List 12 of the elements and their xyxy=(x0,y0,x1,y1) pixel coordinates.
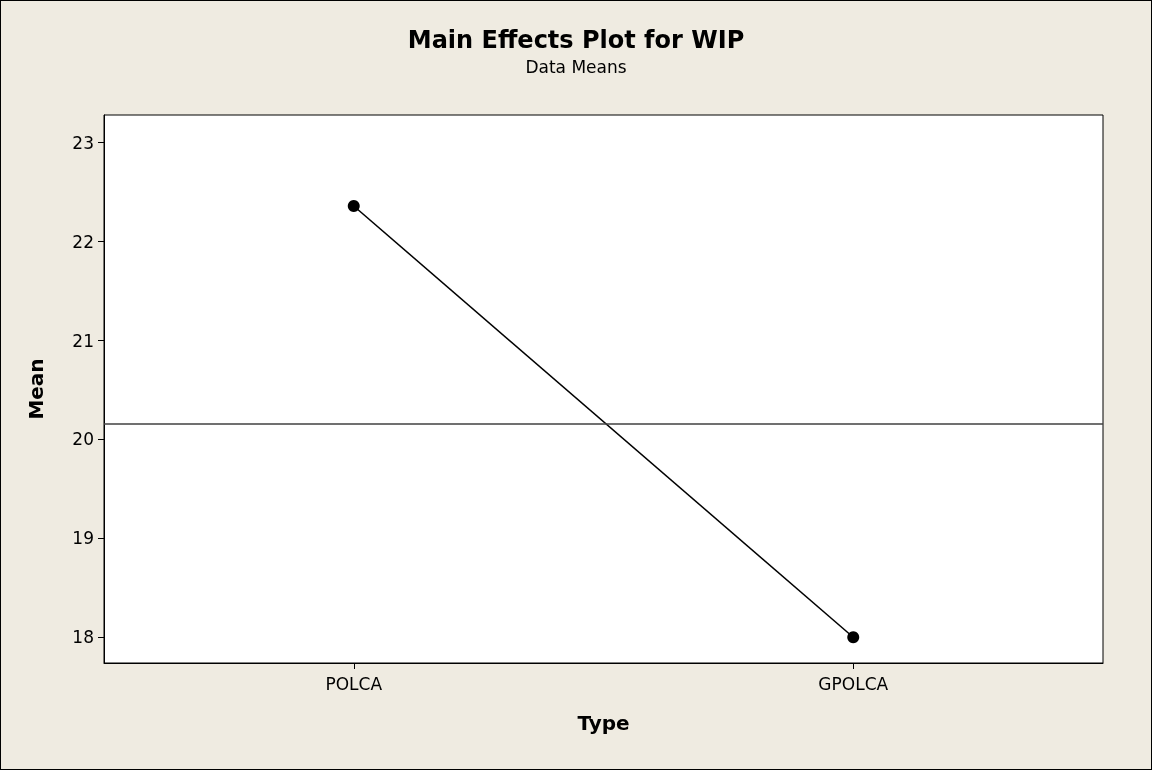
y-tick-label: 23 xyxy=(72,132,94,153)
y-tick-label: 22 xyxy=(72,231,94,252)
y-tick-label: 20 xyxy=(72,429,94,450)
y-axis-title: Mean xyxy=(24,358,48,420)
chart-subtitle: Data Means xyxy=(525,56,627,77)
y-tick-label: 19 xyxy=(72,528,94,549)
x-tick-label: GPOLCA xyxy=(818,673,889,694)
y-tick-label: 18 xyxy=(72,627,94,648)
y-tick-label: 21 xyxy=(72,330,94,351)
chart-title: Main Effects Plot for WIP xyxy=(407,26,745,54)
x-axis-title: Type xyxy=(577,711,630,735)
x-tick-label: POLCA xyxy=(325,673,383,694)
